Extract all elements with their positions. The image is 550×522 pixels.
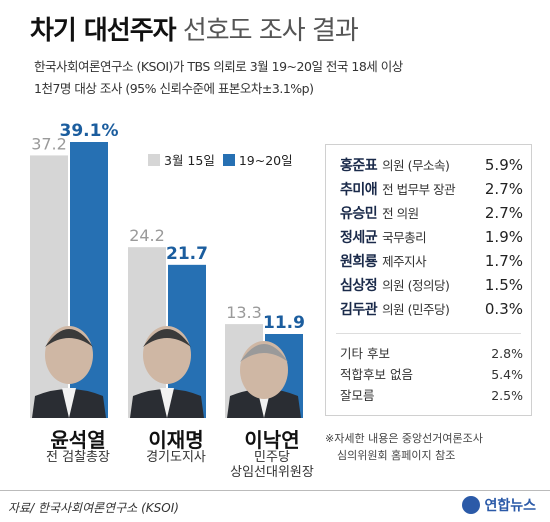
other-candidate-value: 1.5% <box>484 276 523 294</box>
other-response-label: 잘모름 <box>340 388 375 403</box>
other-candidate-role: 국무총리 <box>382 230 427 245</box>
candidate-name-1: 윤석열 <box>50 428 106 452</box>
candidate-role-3b: 상임선대위원장 <box>230 465 314 480</box>
other-candidates-panel: 홍준표 의원 (무소속) 5.9% 추미애 전 법무부 장관 2.7% 유승민 … <box>325 144 532 416</box>
other-response-value: 2.5% <box>491 388 523 403</box>
footer: 자료/ 한국사회여론연구소 (KSOI) 연합뉴스 <box>0 490 550 522</box>
candidate-name-2: 이재명 <box>148 428 204 452</box>
title-bold: 차기 대선주자 <box>30 16 177 46</box>
bar-value-label: 21.7 <box>166 244 208 264</box>
candidate-role-2: 경기도지사 <box>146 450 206 465</box>
other-response-row: 적합후보 없음 5.4% <box>340 364 523 384</box>
other-candidate-row: 원희룡 제주지사 1.7% <box>340 251 523 273</box>
other-candidate-row: 심상정 의원 (정의당) 1.5% <box>340 275 523 297</box>
page-title: 차기 대선주자 선호도 조사 결과 <box>30 10 359 47</box>
other-candidate-value: 1.7% <box>484 252 523 270</box>
other-candidate-value: 0.3% <box>484 300 523 318</box>
footnote-line-2: 심의위원회 홈페이지 참조 <box>337 449 456 462</box>
bar-value-label: 37.2 <box>31 134 67 153</box>
other-candidate-row: 추미애 전 법무부 장관 2.7% <box>340 179 523 201</box>
other-candidate-row: 정세균 국무총리 1.9% <box>340 227 523 249</box>
portrait-shirt <box>160 388 174 418</box>
yonhap-logo: 연합뉴스 <box>462 495 536 515</box>
candidate-role-3a: 민주당 <box>254 450 290 465</box>
panel-divider <box>336 333 521 334</box>
other-candidate-name: 홍준표 <box>340 158 378 174</box>
other-candidate-role: 의원 (무소속) <box>382 158 450 173</box>
subtitle-line-2: 1천7명 대상 조사 (95% 신뢰수준에 표본오차±3.1%p) <box>34 81 314 96</box>
other-candidate-value: 1.9% <box>484 228 523 246</box>
portrait-face <box>45 326 93 384</box>
other-candidate-role: 전 법무부 장관 <box>382 182 456 197</box>
other-candidate-name: 심상정 <box>340 278 378 294</box>
legend-item-previous: 3월 15일 <box>148 150 215 169</box>
portrait-face <box>240 341 288 399</box>
legend-swatch-previous <box>148 153 160 166</box>
bar-value-label: 13.3 <box>226 303 262 322</box>
other-response-value: 2.8% <box>491 346 523 361</box>
bar-value-label: 39.1% <box>60 121 119 141</box>
portrait-hair <box>143 329 191 347</box>
legend-item-current: 19~20일 <box>222 150 293 169</box>
portrait-hair <box>45 329 93 347</box>
other-candidate-row: 김두관 의원 (민주당) 0.3% <box>340 299 523 321</box>
subtitle-line-1: 한국사회여론연구소 (KSOI)가 TBS 의뢰로 3월 19~20일 전국 1… <box>34 59 403 74</box>
bar-value-label: 11.9 <box>263 313 305 333</box>
other-candidate-role: 전 의원 <box>382 206 419 221</box>
other-candidate-row: 유승민 전 의원 2.7% <box>340 203 523 225</box>
other-candidate-name: 원희룡 <box>340 254 378 270</box>
legend-label-current: 19~20일 <box>238 153 293 168</box>
other-candidate-role: 제주지사 <box>382 254 427 269</box>
portrait-face <box>143 326 191 384</box>
yonhap-logo-icon <box>462 496 481 514</box>
other-candidate-row: 홍준표 의원 (무소속) 5.9% <box>340 155 523 177</box>
legend-label-previous: 3월 15일 <box>164 153 215 168</box>
yonhap-logo-text: 연합뉴스 <box>484 498 536 514</box>
other-candidate-value: 5.9% <box>484 156 523 174</box>
other-candidate-role: 의원 (정의당) <box>382 278 450 293</box>
legend-swatch-current <box>222 153 235 166</box>
candidate-name-3: 이낙연 <box>244 428 300 452</box>
candidate-role-1: 전 검찰총장 <box>46 450 110 465</box>
portrait-hair <box>240 344 288 362</box>
footnote-line-1: ※자세한 내용은 중앙선거여론조사 <box>325 432 483 445</box>
other-candidate-name: 유승민 <box>340 206 378 222</box>
other-response-row: 기타 후보 2.8% <box>340 343 523 363</box>
other-response-label: 기타 후보 <box>340 346 390 361</box>
bar-value-label: 24.2 <box>129 226 165 245</box>
chart-legend: 3월 15일 19~20일 <box>148 150 301 169</box>
other-response-value: 5.4% <box>491 367 523 382</box>
other-response-label: 적합후보 없음 <box>340 367 413 382</box>
other-candidate-value: 2.7% <box>484 180 523 198</box>
other-candidate-name: 추미애 <box>340 182 378 198</box>
other-candidate-name: 정세균 <box>340 230 378 246</box>
other-candidate-value: 2.7% <box>484 204 523 222</box>
source-credit: 자료/ 한국사회여론연구소 (KSOI) <box>8 501 179 515</box>
title-light: 선호도 조사 결과 <box>182 16 359 46</box>
other-candidate-name: 김두관 <box>340 302 378 318</box>
footnote: ※자세한 내용은 중앙선거여론조사 심의위원회 홈페이지 참조 <box>325 430 483 464</box>
other-response-row: 잘모름 2.5% <box>340 385 523 405</box>
portrait-shirt <box>62 388 76 418</box>
other-candidate-role: 의원 (민주당) <box>382 302 450 317</box>
